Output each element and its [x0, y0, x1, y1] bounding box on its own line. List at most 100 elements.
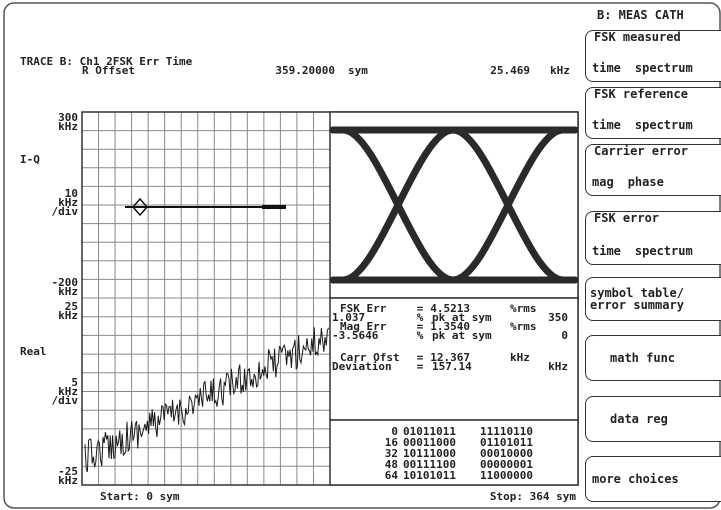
symbol-bits: 10101011 — [403, 469, 456, 482]
summary-cell: Carr Ofst — [340, 351, 400, 364]
marker-y-unit: kHz — [550, 64, 570, 77]
summary-cell: 350 — [548, 311, 568, 324]
summary-cell: 4.5213 — [430, 302, 470, 315]
softkey[interactable]: symbol table/error summary — [585, 277, 721, 321]
eye-trace — [449, 126, 567, 284]
softkey-label: FSK reference — [592, 87, 690, 101]
softkey-option[interactable]: time — [592, 118, 621, 132]
summary-cell: = — [417, 360, 424, 373]
softkey-option[interactable]: spectrum — [634, 61, 693, 75]
axis-unit: kHz — [58, 196, 78, 209]
softkey-options: mag phase — [592, 175, 664, 189]
summary-box — [329, 297, 579, 421]
summary-cell: kHz — [548, 360, 568, 373]
axis-unit: kHz — [58, 285, 78, 298]
eye-diagram — [329, 126, 579, 284]
axis-top: 25 — [65, 300, 78, 313]
axis-unit: kHz — [58, 474, 78, 487]
marker — [132, 197, 148, 217]
symbol-box — [329, 419, 579, 486]
summary-cell: = — [417, 320, 424, 333]
softkey-label: symbol table/ — [590, 286, 684, 300]
symbol-bits: 01011011 — [403, 425, 456, 438]
summary-cell: % — [417, 311, 424, 324]
softkey[interactable]: more choices — [585, 456, 721, 502]
softkey-label: math func — [610, 351, 676, 365]
summary-cell: 1.3540 — [430, 320, 470, 333]
stop-label: Stop: 364 sym — [490, 490, 576, 503]
axis-top: 300 — [58, 111, 78, 124]
symbol-index: 32 — [385, 447, 398, 460]
summary-cell: 1.037 — [332, 311, 365, 324]
axis-name: I-Q — [20, 153, 40, 166]
axis-unit: kHz — [58, 120, 78, 133]
softkey-label: FSK error — [592, 211, 662, 225]
symbol-index: 16 — [385, 436, 399, 449]
summary-cell: %rms — [510, 320, 537, 333]
eye-box — [329, 111, 579, 299]
softkey-text: symbol table/error summary — [590, 287, 721, 311]
summary-cell: FSK Err — [340, 302, 387, 315]
axis-name: Real — [20, 345, 47, 358]
summary-cell: % — [417, 329, 424, 342]
axis-bottom: -25 — [58, 465, 78, 478]
softkey-option[interactable]: spectrum — [634, 244, 693, 258]
summary-cell: 12.367 — [430, 351, 470, 364]
summary-cell: Deviation — [332, 360, 392, 373]
softkey-option[interactable]: phase — [627, 175, 664, 189]
softkey[interactable]: data reg — [585, 396, 721, 442]
start-label: Start: 0 sym — [100, 490, 180, 503]
summary-cell: = — [417, 302, 424, 315]
softkey-options: time spectrum — [592, 118, 693, 132]
summary-cell: %rms — [510, 302, 537, 315]
trace — [84, 327, 330, 473]
axis-per: /div — [52, 394, 79, 407]
axis-unit: kHz — [58, 309, 78, 322]
marker-x: 359.20000 — [275, 64, 335, 77]
symbol-bits: 11110110 — [480, 425, 533, 438]
softkey-title: B: MEAS CATH — [597, 8, 684, 22]
softkey-options: time spectrum — [592, 244, 693, 258]
axis-scale: 10 — [65, 187, 78, 200]
symbol-bits: 00000001 — [480, 458, 533, 471]
axis-per: /div — [52, 205, 79, 218]
marker-y: 25.469 — [490, 64, 530, 77]
softkey[interactable]: math func — [585, 335, 721, 381]
summary-cell: kHz — [510, 351, 530, 364]
summary-cell: pk at sym — [432, 311, 492, 324]
summary-cell: = — [417, 351, 424, 364]
trace-header: TRACE B: Ch1 2FSK Err Time — [20, 55, 193, 68]
marker-label: R Offset — [82, 64, 135, 77]
symbol-bits: 00111100 — [403, 458, 456, 471]
symbol-index: 0 — [391, 425, 398, 438]
softkey-option[interactable]: time — [592, 61, 621, 75]
softkey-options: time spectrum — [592, 61, 693, 75]
marker-x-unit: sym — [348, 64, 368, 77]
softkey-option[interactable]: time — [592, 244, 621, 258]
symbol-bits: 00011000 — [403, 436, 456, 449]
summary-cell: 0 — [561, 329, 568, 342]
eye-trace — [339, 126, 457, 284]
symbol-index: 48 — [385, 458, 398, 471]
summary-cell: 157.14 — [432, 360, 472, 373]
symbol-bits: 11000000 — [480, 469, 533, 482]
symbol-bits: 01101011 — [480, 436, 533, 449]
softkey[interactable]: FSK reference time spectrum — [585, 87, 721, 139]
summary-cell: -3.5646 — [332, 329, 379, 342]
softkey[interactable]: FSK measured time spectrum — [585, 30, 721, 82]
softkey-label: more choices — [592, 472, 679, 486]
softkey-label: error summary — [590, 298, 684, 312]
softkey-option[interactable]: spectrum — [634, 118, 693, 132]
softkey-label: FSK measured — [592, 30, 683, 44]
softkey[interactable]: Carrier error mag phase — [585, 144, 721, 196]
summary-cell: Mag Err — [340, 320, 387, 333]
symbol-index: 64 — [385, 469, 399, 482]
softkey-label: data reg — [610, 412, 668, 426]
axis-bottom: -200 — [52, 276, 79, 289]
symbol-bits: 10111000 — [403, 447, 456, 460]
softkey[interactable]: FSK error time spectrum — [585, 211, 721, 265]
axis-unit: kHz — [58, 385, 78, 398]
softkey-option[interactable]: mag — [592, 175, 614, 189]
